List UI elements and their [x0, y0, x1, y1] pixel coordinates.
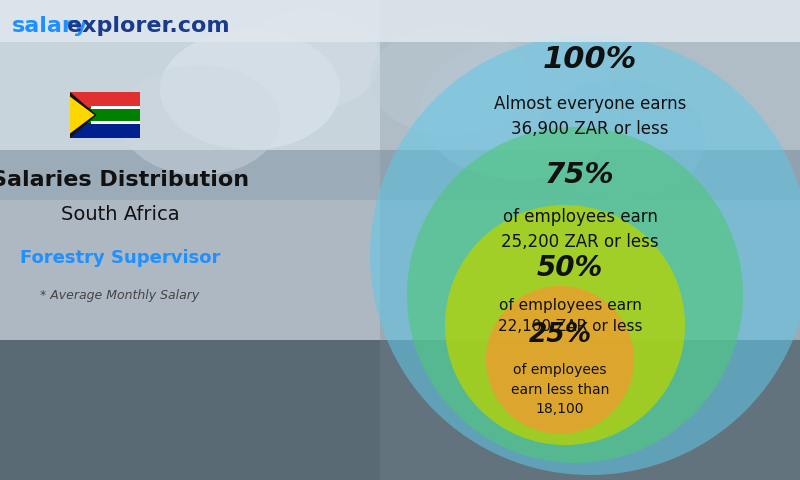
Bar: [70, 123, 140, 138]
Bar: [380, 0, 800, 480]
Text: 100%: 100%: [543, 46, 637, 74]
Text: Almost everyone earns
36,900 ZAR or less: Almost everyone earns 36,900 ZAR or less: [494, 95, 686, 138]
Bar: [91, 121, 140, 124]
Bar: [0, 0, 800, 200]
Ellipse shape: [420, 40, 620, 180]
Ellipse shape: [240, 10, 380, 110]
Text: * Average Monthly Salary: * Average Monthly Salary: [40, 288, 200, 301]
Circle shape: [486, 286, 634, 434]
Text: Forestry Supervisor: Forestry Supervisor: [20, 249, 220, 267]
Text: salary: salary: [12, 16, 88, 36]
Bar: [91, 106, 140, 108]
Ellipse shape: [160, 30, 340, 150]
Circle shape: [407, 127, 743, 463]
Text: of employees earn
22,100 ZAR or less: of employees earn 22,100 ZAR or less: [498, 298, 642, 334]
Circle shape: [370, 35, 800, 475]
Text: South Africa: South Africa: [61, 205, 179, 225]
Bar: [70, 92, 140, 107]
Bar: [0, 340, 800, 480]
Ellipse shape: [120, 65, 280, 175]
Bar: [70, 107, 140, 123]
Text: 75%: 75%: [545, 161, 615, 189]
Text: explorer.com: explorer.com: [67, 16, 230, 36]
Text: of employees
earn less than
18,100: of employees earn less than 18,100: [511, 363, 609, 416]
Polygon shape: [70, 92, 97, 138]
Text: of employees earn
25,200 ZAR or less: of employees earn 25,200 ZAR or less: [501, 208, 659, 251]
Ellipse shape: [535, 80, 705, 200]
Text: Salaries Distribution: Salaries Distribution: [0, 170, 249, 190]
Bar: [0, 0, 800, 42]
Circle shape: [445, 205, 685, 445]
Text: 25%: 25%: [529, 322, 591, 348]
Ellipse shape: [370, 25, 530, 135]
Polygon shape: [70, 96, 94, 133]
Text: 50%: 50%: [537, 254, 603, 282]
Bar: [0, 150, 800, 350]
